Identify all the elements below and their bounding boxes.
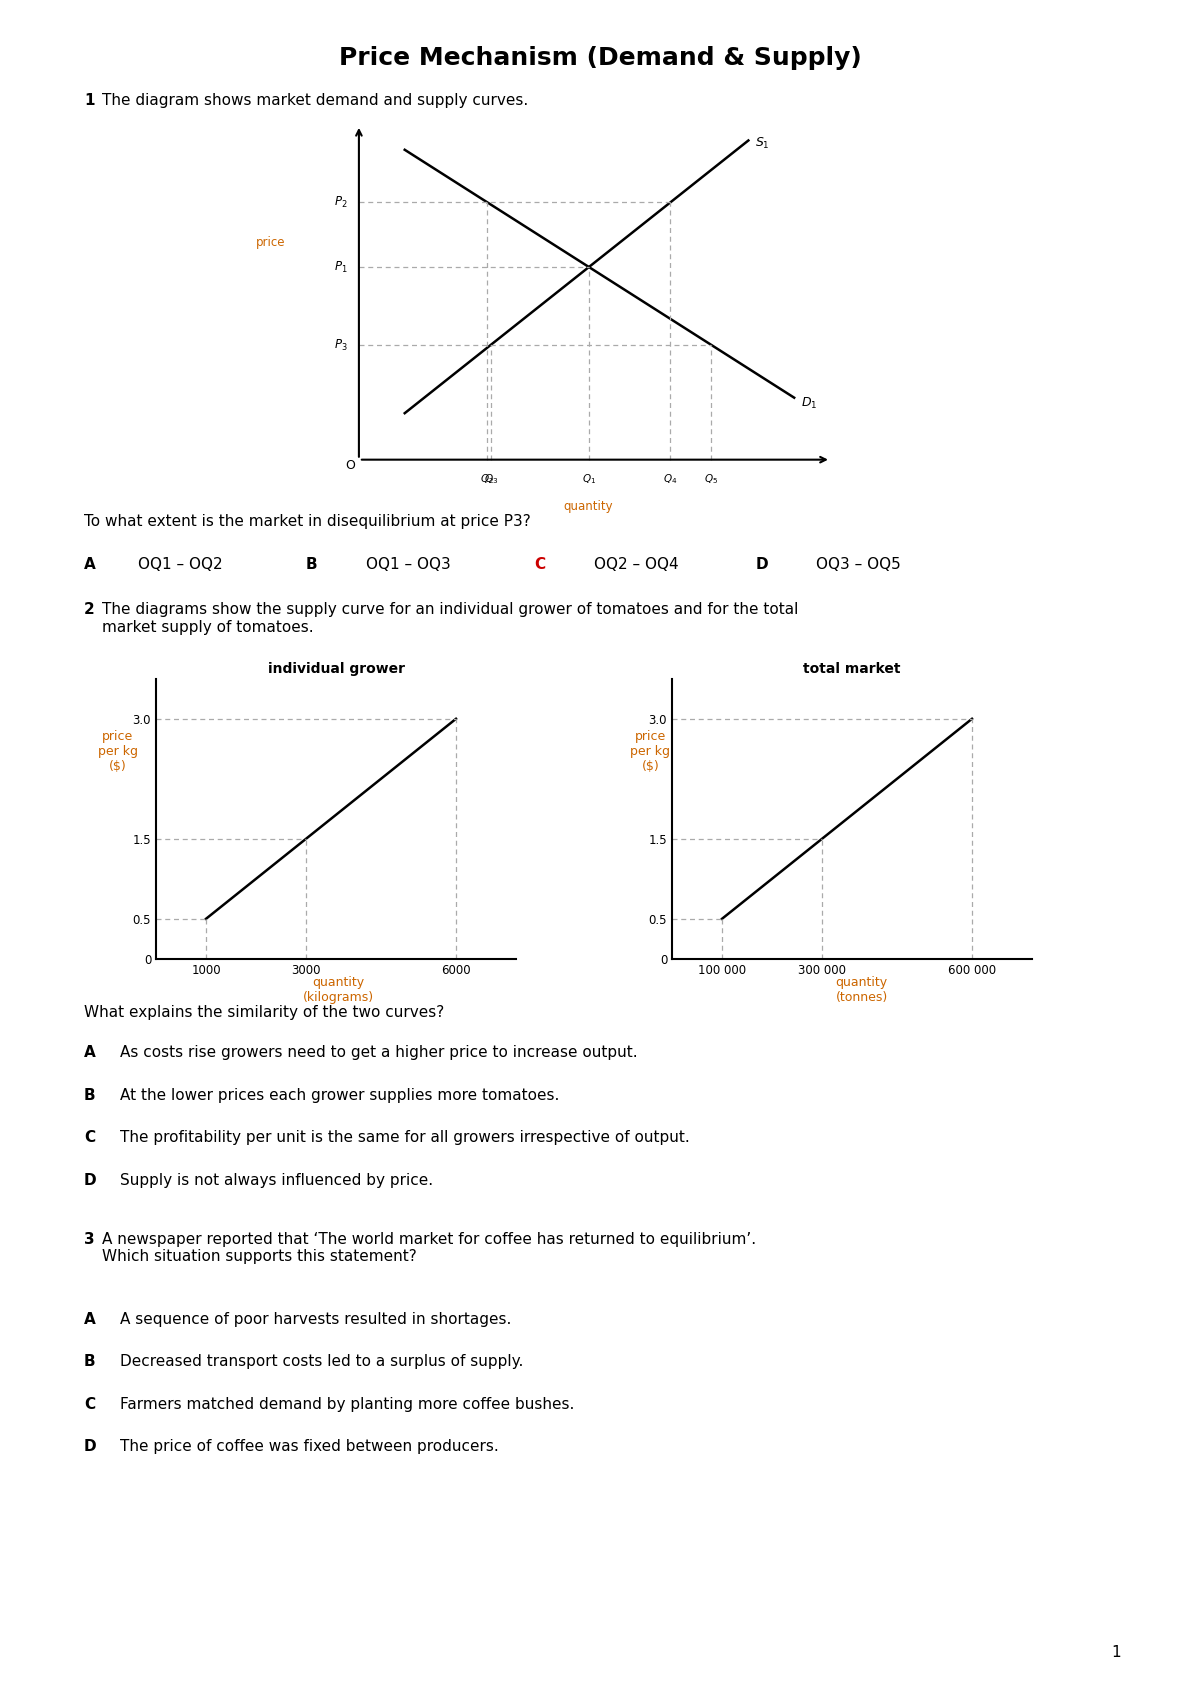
Text: $D_1$: $D_1$ [802,397,817,411]
Text: 1: 1 [1111,1644,1121,1660]
Text: Farmers matched demand by planting more coffee bushes.: Farmers matched demand by planting more … [120,1397,575,1412]
Text: OQ1 – OQ2: OQ1 – OQ2 [138,557,223,572]
Text: A: A [84,1312,96,1327]
Title: individual grower: individual grower [268,662,404,675]
Text: B: B [84,1354,96,1369]
Text: quantity
(tonnes): quantity (tonnes) [835,976,888,1003]
Text: 3: 3 [84,1232,95,1247]
Text: $Q_5$: $Q_5$ [704,472,719,485]
Text: A sequence of poor harvests resulted in shortages.: A sequence of poor harvests resulted in … [120,1312,511,1327]
Text: Supply is not always influenced by price.: Supply is not always influenced by price… [120,1173,433,1188]
Text: B: B [84,1088,96,1103]
Text: $Q_4$: $Q_4$ [664,472,678,485]
Text: $P_3$: $P_3$ [334,338,348,353]
Text: What explains the similarity of the two curves?: What explains the similarity of the two … [84,1005,444,1020]
Text: OQ2 – OQ4: OQ2 – OQ4 [594,557,679,572]
Text: D: D [84,1173,97,1188]
Text: At the lower prices each grower supplies more tomatoes.: At the lower prices each grower supplies… [120,1088,559,1103]
Text: price
per kg
($): price per kg ($) [630,730,671,774]
Text: $Q_3$: $Q_3$ [484,472,498,485]
Text: 1: 1 [84,93,95,109]
Text: C: C [534,557,545,572]
Text: Price Mechanism (Demand & Supply): Price Mechanism (Demand & Supply) [338,46,862,70]
Text: C: C [84,1397,95,1412]
Text: A newspaper reported that ‘The world market for coffee has returned to equilibri: A newspaper reported that ‘The world mar… [102,1232,756,1264]
Text: The diagrams show the supply curve for an individual grower of tomatoes and for : The diagrams show the supply curve for a… [102,602,798,635]
Text: The price of coffee was fixed between producers.: The price of coffee was fixed between pr… [120,1439,499,1454]
Text: OQ1 – OQ3: OQ1 – OQ3 [366,557,451,572]
Text: A: A [84,557,96,572]
Text: $S_1$: $S_1$ [755,136,770,151]
Text: 2: 2 [84,602,95,618]
Text: price: price [256,236,286,249]
Text: A: A [84,1045,96,1061]
Text: D: D [756,557,769,572]
Text: $P_1$: $P_1$ [334,260,348,275]
Text: $Q_2$: $Q_2$ [480,472,494,485]
Text: The diagram shows market demand and supply curves.: The diagram shows market demand and supp… [102,93,528,109]
Text: C: C [84,1130,95,1145]
Text: quantity
(kilograms): quantity (kilograms) [302,976,374,1003]
Text: To what extent is the market in disequilibrium at price P3?: To what extent is the market in disequil… [84,514,530,529]
Text: quantity: quantity [563,501,613,512]
Text: OQ3 – OQ5: OQ3 – OQ5 [816,557,901,572]
Text: O: O [344,460,355,472]
Text: As costs rise growers need to get a higher price to increase output.: As costs rise growers need to get a high… [120,1045,637,1061]
Text: $P_2$: $P_2$ [334,195,348,210]
Text: Decreased transport costs led to a surplus of supply.: Decreased transport costs led to a surpl… [120,1354,523,1369]
Text: B: B [306,557,318,572]
Title: total market: total market [803,662,901,675]
Text: The profitability per unit is the same for all growers irrespective of output.: The profitability per unit is the same f… [120,1130,690,1145]
Text: price
per kg
($): price per kg ($) [97,730,138,774]
Text: $Q_1$: $Q_1$ [582,472,596,485]
Text: D: D [84,1439,97,1454]
